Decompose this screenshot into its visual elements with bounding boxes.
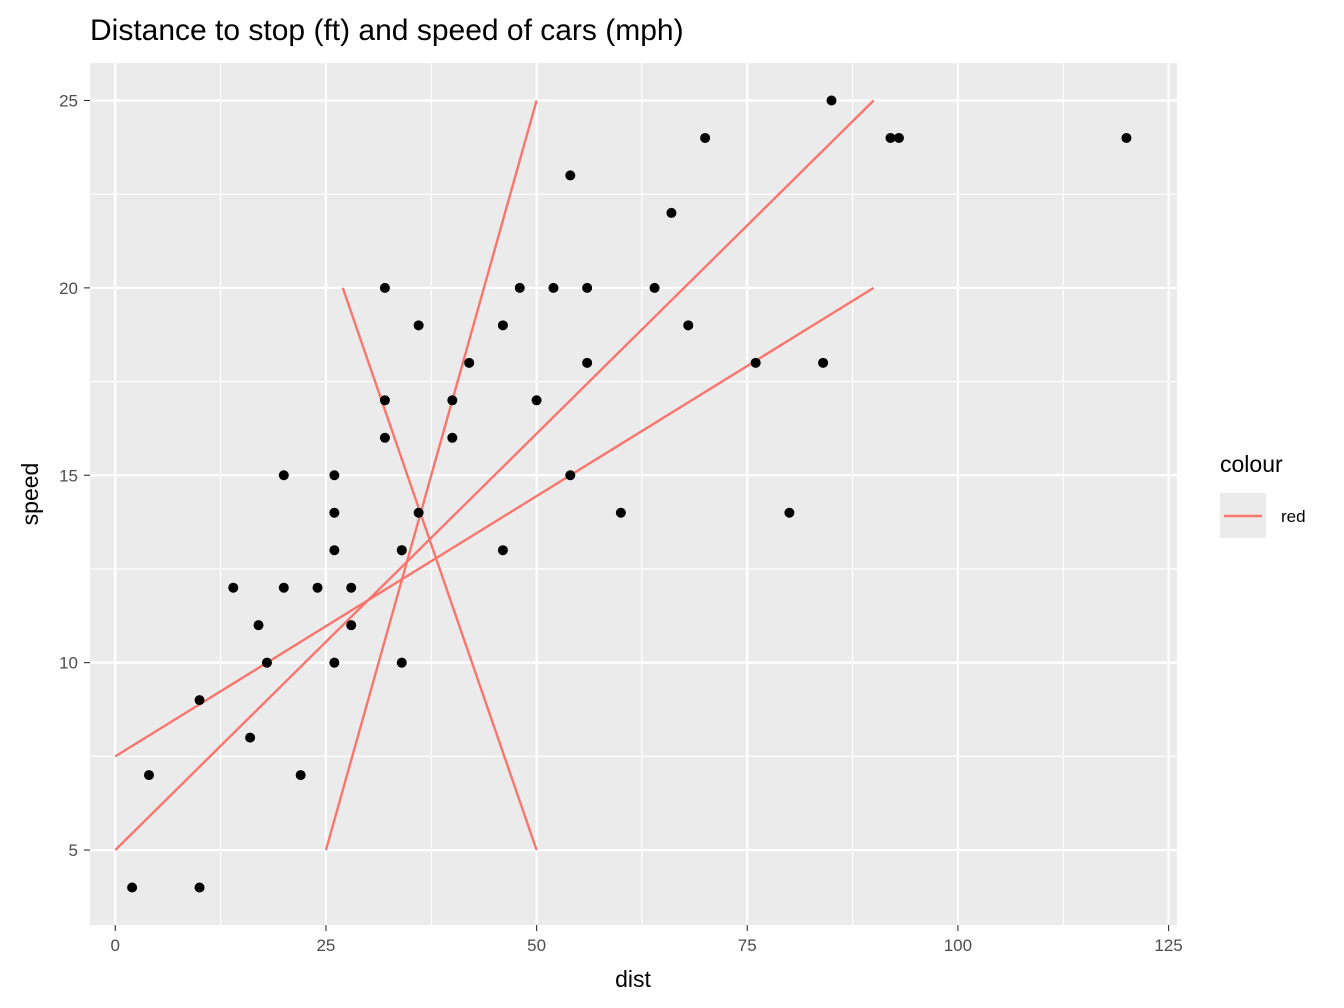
segment-line [324,100,538,851]
data-point [750,357,761,368]
data-point [464,357,475,368]
segment-layer [114,99,875,851]
y-tick-label: 15 [59,466,78,485]
data-point [127,882,138,893]
data-point [818,357,829,368]
data-point [329,657,340,668]
data-point [329,545,340,556]
segment-line [114,286,875,758]
y-axis: 5 10 15 20 25 [59,91,90,860]
point-layer [127,95,1132,893]
y-axis-title: speed [17,463,43,526]
y-tick-label: 20 [59,279,78,298]
data-point [194,882,205,893]
data-point [143,770,154,781]
data-point [447,395,458,406]
data-point [396,545,407,556]
data-point [497,545,508,556]
data-point [329,507,340,518]
x-tick-label: 50 [527,936,546,955]
data-point [346,620,357,631]
legend-label-red: red [1281,507,1306,526]
data-point [379,282,390,293]
data-point [253,620,264,631]
data-point [548,282,559,293]
data-point [565,170,576,181]
data-point [700,132,711,143]
data-point [666,207,677,218]
x-tick-label: 75 [738,936,757,955]
data-point [497,320,508,331]
x-tick-label: 125 [1154,936,1182,955]
x-tick-label: 25 [316,936,335,955]
data-point [194,695,205,706]
segment-line [114,99,875,851]
x-tick-label: 100 [944,936,972,955]
y-tick-label: 10 [59,654,78,673]
data-point [261,657,272,668]
x-axis-title: dist [615,966,651,992]
data-point [413,507,424,518]
data-point [784,507,795,518]
data-point [396,657,407,668]
data-point [683,320,694,331]
data-point [245,732,256,743]
data-point [582,282,593,293]
data-point [413,320,424,331]
minor-gridlines [90,63,1177,925]
data-point [1121,132,1132,143]
data-point [447,432,458,443]
data-point [514,282,525,293]
y-tick-label: 25 [59,91,78,110]
data-point [615,507,626,518]
data-point [826,95,837,106]
major-gridlines [90,63,1177,925]
data-point [893,132,904,143]
x-axis: 0 25 50 75 100 125 [111,925,1183,955]
legend-title: colour [1220,451,1283,477]
segment-line [341,287,538,851]
data-point [531,395,542,406]
data-point [885,132,896,143]
data-point [379,395,390,406]
data-point [278,582,289,593]
y-tick-label: 5 [69,841,78,860]
data-point [278,470,289,481]
data-point [565,470,576,481]
data-point [312,582,323,593]
x-tick-label: 0 [111,936,120,955]
data-point [379,432,390,443]
data-point [295,770,306,781]
data-point [329,470,340,481]
data-point [228,582,239,593]
data-point [582,357,593,368]
legend: colour red [1220,451,1306,538]
plot-panel [90,63,1177,925]
data-point [649,282,660,293]
chart-title: Distance to stop (ft) and speed of cars … [90,14,684,47]
data-point [346,582,357,593]
